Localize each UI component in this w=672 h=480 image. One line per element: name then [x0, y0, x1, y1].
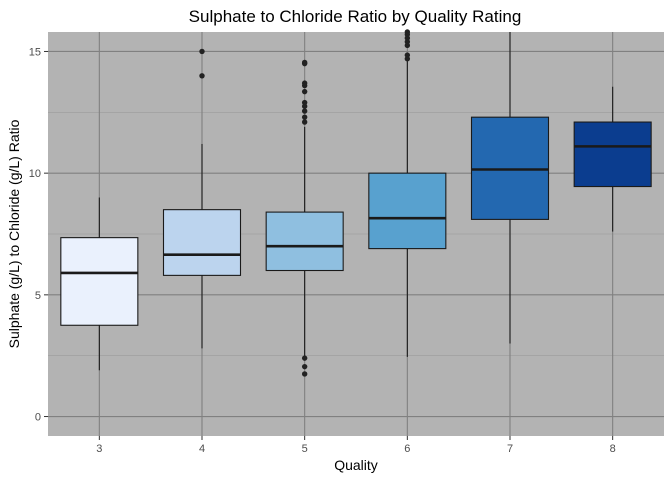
y-tick-label: 5: [35, 290, 41, 302]
outlier-point: [301, 363, 308, 370]
box-series: [60, 29, 652, 377]
x-tick-label: 8: [610, 443, 616, 455]
box-3: [60, 197, 139, 371]
y-tick-label: 15: [29, 46, 41, 58]
x-axis-title: Quality: [334, 457, 378, 473]
box-7: [470, 32, 550, 344]
box-4: [162, 48, 242, 349]
box-body: [162, 209, 242, 276]
y-axis-title: Sulphate (g/L) to Chloride (g/L) Ratio: [6, 119, 22, 348]
outlier-point: [301, 114, 308, 120]
outlier-point: [199, 48, 205, 55]
box-8: [573, 86, 652, 232]
chart-title: Sulphate to Chloride Ratio by Quality Ra…: [189, 7, 522, 26]
outlier-point: [301, 80, 308, 86]
outlier-point: [301, 355, 308, 361]
box-5: [265, 59, 344, 377]
outlier-point: [301, 88, 308, 95]
box-body: [368, 172, 447, 250]
outlier-point: [301, 108, 308, 114]
outlier-point: [199, 73, 205, 79]
box-6: [368, 29, 447, 357]
outlier-point: [301, 371, 308, 377]
box-body: [573, 121, 652, 188]
axes: 0 5 10 15 3 4 5 6 7 8: [29, 46, 616, 455]
outlier-point: [301, 99, 308, 106]
y-tick-label: 10: [29, 168, 41, 180]
x-tick-label: 6: [404, 443, 410, 455]
box-body: [60, 237, 139, 326]
y-tick-label: 0: [35, 412, 41, 424]
outlier-point: [404, 29, 411, 35]
outlier-point: [404, 52, 411, 58]
x-tick-label: 5: [302, 443, 308, 455]
x-tick-label: 3: [96, 443, 102, 455]
box-body: [265, 211, 344, 272]
x-tick-label: 7: [507, 443, 513, 455]
outlier-point: [301, 59, 308, 66]
x-tick-label: 4: [199, 443, 205, 455]
outlier-point: [301, 119, 308, 125]
